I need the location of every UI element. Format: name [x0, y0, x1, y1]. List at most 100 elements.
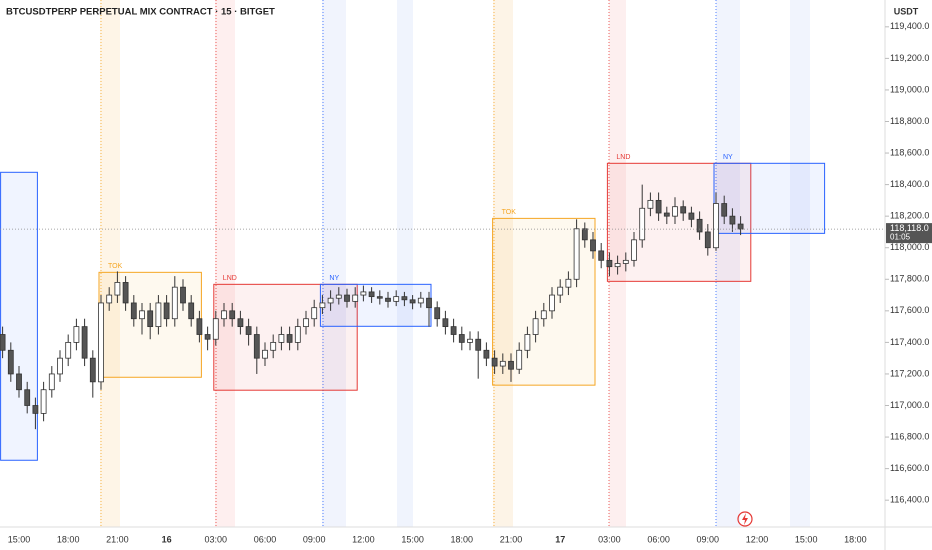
session-box [606, 162, 752, 282]
candle-body [253, 334, 260, 359]
candle-body [212, 318, 219, 340]
candle-body [344, 294, 350, 302]
candle-body [614, 263, 621, 268]
candle-body [188, 302, 195, 320]
candle-body [565, 278, 572, 288]
x-tick-label: 21:00 [106, 534, 129, 544]
candle-body [147, 310, 154, 328]
candle-body [696, 218, 703, 233]
candle-body [335, 294, 342, 299]
candle-body [7, 349, 14, 375]
session-label: LND [223, 275, 237, 282]
candle-body [663, 212, 670, 217]
candle-body [48, 373, 55, 391]
alert-icon[interactable] [737, 511, 753, 527]
x-tick-label: 06:00 [647, 534, 670, 544]
candle-body [139, 310, 145, 320]
candle-body [262, 349, 268, 359]
candle-body [581, 228, 588, 241]
candle-body [729, 215, 736, 225]
band [397, 0, 413, 527]
candle-body [409, 299, 416, 304]
chart-title: BTCUSDTPERP PERPETUAL MIX CONTRACT · 15 … [6, 7, 275, 18]
band [493, 0, 513, 527]
candle-body [524, 334, 531, 351]
y-tick-label: 119,000.0 [890, 84, 929, 94]
countdown-label: 01:05 [890, 233, 911, 242]
y-tick-label: 117,800.0 [890, 274, 929, 284]
y-tick-label: 118,600.0 [890, 147, 929, 157]
candle-body [245, 326, 252, 335]
candle-body [631, 239, 637, 261]
x-tick-label: 12:00 [352, 534, 375, 544]
candle-body [16, 373, 22, 391]
candle-body [114, 282, 121, 296]
x-tick-label: 18:00 [57, 534, 80, 544]
y-tick-label: 118,400.0 [890, 179, 929, 189]
candle-body [196, 318, 203, 335]
x-tick-label: 18:00 [844, 534, 867, 544]
candle-body [557, 286, 564, 296]
candle-body [606, 259, 613, 268]
x-tick-label: 17 [555, 534, 565, 544]
candle-body [401, 296, 408, 301]
candle-body [303, 318, 309, 328]
candle-body [106, 294, 113, 304]
candle-body [24, 389, 31, 406]
candle-body [393, 296, 400, 302]
candle-body [532, 318, 539, 335]
candle-body [163, 302, 170, 320]
candle-body [171, 286, 178, 320]
session-bands [100, 0, 810, 527]
band [716, 0, 740, 527]
x-tick-label: 03:00 [598, 534, 621, 544]
candle-body [426, 297, 432, 309]
candle-body [122, 282, 129, 304]
candle-body [450, 326, 457, 335]
x-tick-label: 21:00 [500, 534, 523, 544]
x-tick-label: 09:00 [303, 534, 326, 544]
band [100, 0, 120, 527]
candle-body [573, 228, 580, 280]
candle-body [65, 341, 72, 359]
y-tick-label: 119,200.0 [890, 53, 929, 63]
y-tick-label: 116,600.0 [890, 463, 929, 473]
y-tick-label: 117,400.0 [890, 337, 929, 347]
x-tick-label: 15:00 [401, 534, 424, 544]
candle-body [319, 302, 326, 309]
band [790, 0, 810, 527]
y-tick-label: 119,400.0 [890, 21, 929, 31]
candle-body [622, 259, 629, 264]
candle-body [229, 310, 236, 320]
candle-body [385, 297, 391, 302]
x-tick-label: 09:00 [697, 534, 720, 544]
candle-body [458, 334, 465, 343]
band [215, 0, 235, 527]
candle-body [327, 297, 334, 304]
candle-body [221, 310, 227, 320]
candle-body [483, 349, 490, 359]
candle-body [508, 360, 514, 370]
y-tick-label: 116,800.0 [890, 431, 929, 441]
candle-body [516, 349, 523, 370]
candle-body [672, 206, 678, 217]
candle-body [704, 231, 711, 249]
candle-body [81, 326, 88, 359]
candle-body [352, 294, 359, 302]
session-box [0, 171, 38, 461]
x-tick-label: 03:00 [205, 534, 228, 544]
candle-body [360, 291, 367, 296]
axis-unit: USDT [894, 6, 919, 16]
candle-body [32, 405, 39, 414]
candle-body [434, 307, 441, 320]
candle-body [688, 212, 695, 220]
candle-body [155, 302, 162, 328]
session-box [319, 283, 432, 327]
candle-body [368, 291, 375, 298]
alert-bolt [742, 513, 748, 525]
candle-body [204, 334, 211, 340]
session-box [492, 217, 596, 386]
candle-body [270, 341, 277, 351]
candle-body [442, 318, 449, 328]
